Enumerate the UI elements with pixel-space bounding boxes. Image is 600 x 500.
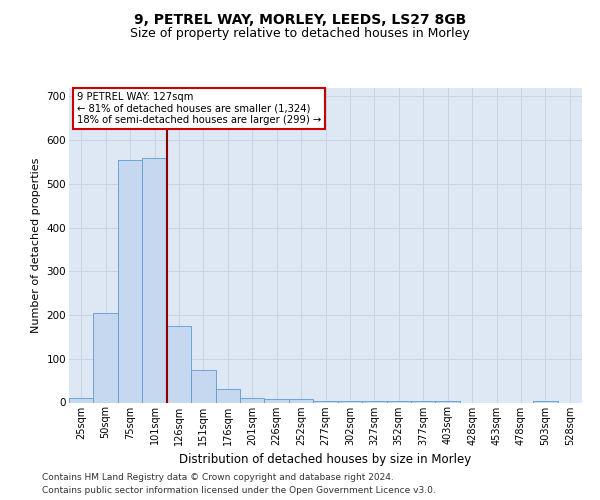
Text: 9 PETREL WAY: 127sqm
← 81% of detached houses are smaller (1,324)
18% of semi-de: 9 PETREL WAY: 127sqm ← 81% of detached h… <box>77 92 321 126</box>
Bar <box>289 399 313 402</box>
Bar <box>94 313 118 402</box>
Bar <box>191 370 215 402</box>
Bar <box>118 160 142 402</box>
Bar <box>215 390 240 402</box>
Bar <box>386 401 411 402</box>
Bar <box>362 401 386 402</box>
Bar <box>411 401 436 402</box>
Bar <box>533 401 557 402</box>
Bar <box>313 401 338 402</box>
Text: 9, PETREL WAY, MORLEY, LEEDS, LS27 8GB: 9, PETREL WAY, MORLEY, LEEDS, LS27 8GB <box>134 12 466 26</box>
Bar <box>265 399 289 402</box>
Bar <box>142 158 167 402</box>
Y-axis label: Number of detached properties: Number of detached properties <box>31 158 41 332</box>
Bar <box>240 398 265 402</box>
X-axis label: Distribution of detached houses by size in Morley: Distribution of detached houses by size … <box>179 453 472 466</box>
Text: Contains HM Land Registry data © Crown copyright and database right 2024.: Contains HM Land Registry data © Crown c… <box>42 472 394 482</box>
Bar <box>167 326 191 402</box>
Text: Size of property relative to detached houses in Morley: Size of property relative to detached ho… <box>130 28 470 40</box>
Bar <box>436 401 460 402</box>
Bar <box>338 401 362 402</box>
Bar <box>69 398 94 402</box>
Text: Contains public sector information licensed under the Open Government Licence v3: Contains public sector information licen… <box>42 486 436 495</box>
